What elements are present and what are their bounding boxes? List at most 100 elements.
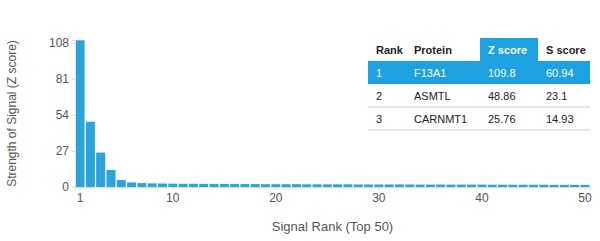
- table-cell: ASMTL: [414, 90, 451, 102]
- bar: [570, 185, 579, 187]
- bar: [313, 184, 322, 187]
- x-tick: 50: [578, 187, 592, 205]
- x-axis-line: [76, 188, 591, 191]
- table-header: S score: [546, 44, 586, 56]
- chart-container: 0 27 54 81 108 1 10 20 30 40 50 Signal Rank (Top 50…: [0, 0, 600, 241]
- y-tick: 0: [62, 180, 75, 194]
- header-highlight: [480, 38, 538, 61]
- x-tick-label: 40: [475, 191, 489, 205]
- bar: [519, 185, 528, 187]
- bar: [148, 183, 157, 187]
- row-divider: [368, 130, 590, 131]
- bar: [498, 185, 507, 187]
- y-tick-mark: [72, 79, 75, 80]
- table-cell: CARNMT1: [414, 113, 467, 125]
- bar: [323, 184, 332, 187]
- bar: [467, 185, 476, 187]
- plot: 0 27 54 81 108 1 10 20 30 40 50: [49, 36, 592, 205]
- bar: [230, 184, 239, 187]
- bar: [292, 184, 301, 187]
- y-tick: 27: [56, 144, 75, 158]
- bar: [168, 184, 177, 187]
- bar: [354, 184, 363, 187]
- y-tick-mark: [72, 151, 75, 152]
- bar: [529, 185, 538, 187]
- bar: [550, 185, 559, 187]
- bar: [76, 40, 85, 187]
- y-axis-line: [72, 41, 76, 188]
- bar: [220, 184, 229, 187]
- bar: [395, 184, 404, 187]
- bar: [374, 184, 383, 187]
- table-cell: 3: [376, 113, 382, 125]
- row-highlight: [368, 61, 590, 84]
- table-cell: 1: [376, 67, 382, 79]
- y-tick: 108: [49, 36, 75, 50]
- table-background: [368, 38, 590, 130]
- bars: [76, 40, 590, 187]
- bar: [405, 184, 414, 187]
- bar: [137, 183, 146, 187]
- bar: [86, 122, 95, 187]
- y-tick-label: 108: [49, 36, 69, 50]
- bar: [477, 185, 486, 187]
- bar: [426, 185, 435, 187]
- y-axis: 0 27 54 81 108: [49, 36, 76, 194]
- table-cell: 109.8: [488, 67, 516, 79]
- bar: [199, 184, 208, 187]
- x-tick: 20: [269, 187, 283, 205]
- bar: [127, 182, 136, 187]
- bar: [271, 184, 280, 187]
- x-tick: 1: [77, 187, 84, 205]
- x-tick: 40: [475, 187, 489, 205]
- bar: [261, 184, 270, 187]
- y-tick-mark: [72, 187, 75, 188]
- bar: [385, 184, 394, 187]
- y-tick: 81: [56, 72, 75, 86]
- table-cell: 14.93: [546, 113, 574, 125]
- bar: [158, 184, 167, 187]
- bar: [436, 185, 445, 187]
- bar: [96, 153, 105, 187]
- bar: [209, 184, 218, 187]
- x-tick: 10: [166, 187, 180, 205]
- table-cell: 48.86: [488, 90, 516, 102]
- table-cell: F13A1: [414, 67, 446, 79]
- x-tick-label: 1: [77, 191, 84, 205]
- bar: [580, 185, 589, 187]
- y-tick-mark: [72, 115, 75, 116]
- y-tick-label: 27: [56, 144, 70, 158]
- bar: [282, 184, 291, 187]
- x-axis-title: Signal Rank (Top 50): [272, 219, 393, 234]
- x-tick-label: 50: [578, 191, 592, 205]
- bar: [179, 184, 188, 187]
- x-tick-label: 20: [269, 191, 283, 205]
- bar: [446, 185, 455, 187]
- bar: [508, 185, 517, 187]
- bar: [416, 185, 425, 187]
- y-tick: 54: [56, 108, 75, 122]
- table-cell: 25.76: [488, 113, 516, 125]
- bar: [106, 170, 115, 187]
- table-cell: 60.94: [546, 67, 574, 79]
- bar: [539, 185, 548, 187]
- bar: [189, 184, 198, 187]
- bar: [240, 184, 249, 187]
- bar: [117, 180, 126, 187]
- table-cell: 2: [376, 90, 382, 102]
- table-header: Protein: [414, 44, 452, 56]
- score-table: RankProteinZ scoreS score1F13A1109.860.9…: [368, 38, 590, 130]
- x-tick-label: 10: [166, 191, 180, 205]
- bar: [457, 185, 466, 187]
- bar: [302, 184, 311, 187]
- y-tick-label: 0: [62, 180, 69, 194]
- y-tick-label: 54: [56, 108, 70, 122]
- bar: [364, 184, 373, 187]
- chart-svg: 0 27 54 81 108 1 10 20 30 40 50 Signal Rank (Top 50…: [0, 0, 600, 241]
- x-tick: 30: [372, 187, 386, 205]
- y-axis-title: Strength of Signal (Z score): [5, 40, 19, 187]
- bar: [333, 184, 342, 187]
- bar: [560, 185, 569, 187]
- table-header: Rank: [376, 44, 404, 56]
- bar: [488, 185, 497, 187]
